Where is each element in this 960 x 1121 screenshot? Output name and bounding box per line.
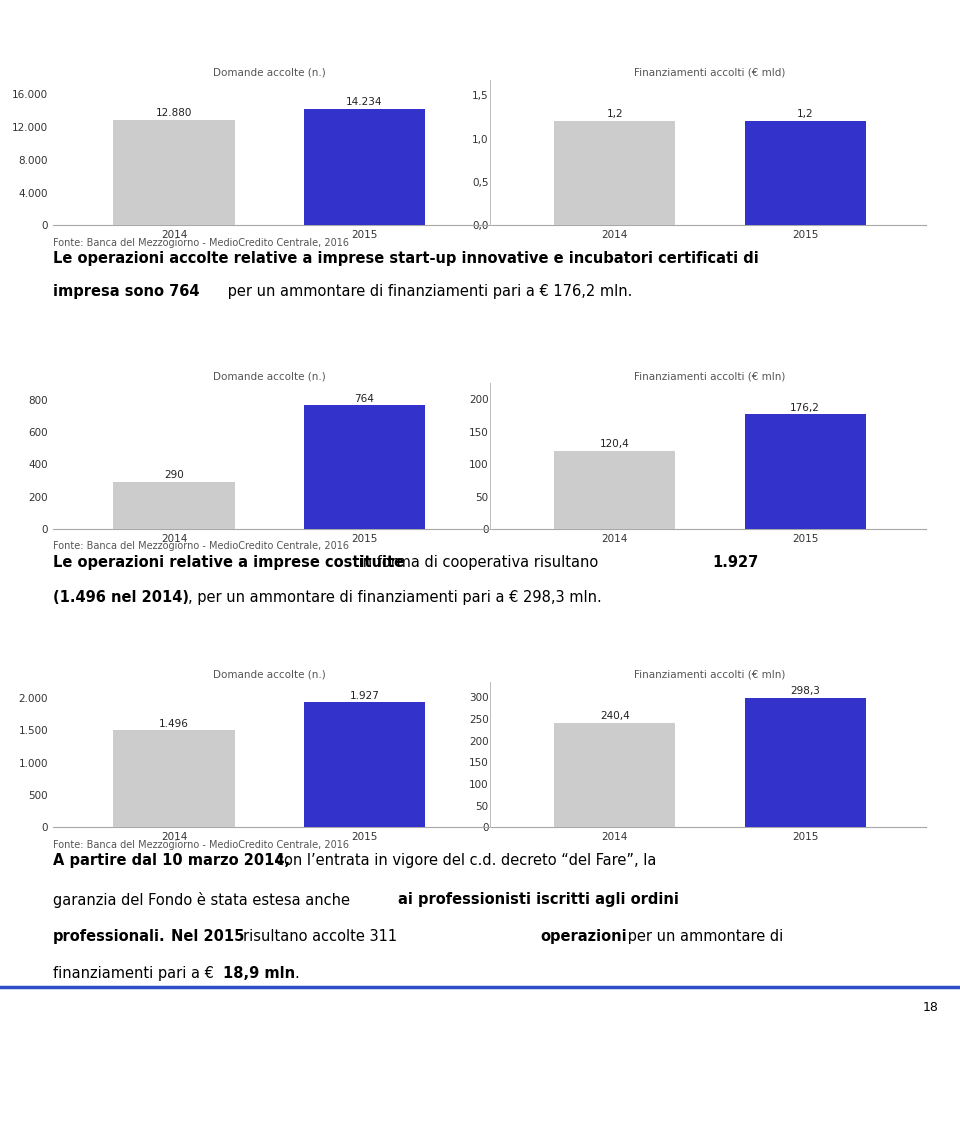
Text: risultano accolte 311: risultano accolte 311 xyxy=(243,928,402,944)
Bar xyxy=(745,121,866,225)
Text: Fonte: Banca del Mezzogiorno - MedioCredito Centrale, 2016: Fonte: Banca del Mezzogiorno - MedioCred… xyxy=(53,840,348,850)
Text: garanzia del Fondo è stata estesa anche: garanzia del Fondo è stata estesa anche xyxy=(53,891,354,908)
Text: Grafico 25 – Domande e finanziamenti accolti relative a imprese start up innovat: Grafico 25 – Domande e finanziamenti acc… xyxy=(61,337,743,360)
Text: 1,2: 1,2 xyxy=(607,110,623,120)
Text: A partire dal 10 marzo 2014,: A partire dal 10 marzo 2014, xyxy=(53,853,290,869)
Bar xyxy=(554,121,675,225)
Bar xyxy=(745,415,866,529)
Text: per un ammontare di: per un ammontare di xyxy=(623,928,783,944)
Text: ai professionisti iscritti agli ordini: ai professionisti iscritti agli ordini xyxy=(397,891,679,907)
Text: in forma di cooperativa risultano: in forma di cooperativa risultano xyxy=(354,555,603,569)
Title: Finanziamenti accolti (€ mln): Finanziamenti accolti (€ mln) xyxy=(635,371,785,381)
Text: per un ammontare di finanziamenti pari a € 176,2 mln.: per un ammontare di finanziamenti pari a… xyxy=(223,284,633,298)
Text: Le operazioni relative a imprese costituite: Le operazioni relative a imprese costitu… xyxy=(53,555,404,569)
Text: .: . xyxy=(295,965,300,981)
Text: Nel 2015: Nel 2015 xyxy=(171,928,244,944)
Bar xyxy=(113,731,234,827)
Bar xyxy=(304,703,425,827)
Text: , per un ammontare di finanziamenti pari a € 298,3 mln.: , per un ammontare di finanziamenti pari… xyxy=(188,590,602,604)
Title: Domande accolte (n.): Domande accolte (n.) xyxy=(213,67,325,77)
Text: con l’entrata in vigore del c.d. decreto “del Fare”, la: con l’entrata in vigore del c.d. decreto… xyxy=(276,853,656,869)
Bar xyxy=(554,451,675,529)
Text: finanziamenti pari a €: finanziamenti pari a € xyxy=(53,965,218,981)
Bar xyxy=(554,723,675,827)
Text: Grafico 26 - Domande e finanziamenti accolti relative a imprese costituite in fo: Grafico 26 - Domande e finanziamenti acc… xyxy=(61,636,750,658)
Bar xyxy=(113,482,234,529)
Title: Finanziamenti accolti (€ mln): Finanziamenti accolti (€ mln) xyxy=(635,669,785,679)
Title: Domande accolte (n.): Domande accolte (n.) xyxy=(213,669,325,679)
Text: 14.234: 14.234 xyxy=(347,98,383,106)
Text: 1,2: 1,2 xyxy=(797,110,813,120)
Text: Fonte: Banca del Mezzogiorno - MedioCredito Centrale, 2016: Fonte: Banca del Mezzogiorno - MedioCred… xyxy=(53,541,348,552)
Text: 12.880: 12.880 xyxy=(156,108,192,118)
Text: Fonte: Banca del Mezzogiorno - MedioCredito Centrale, 2016: Fonte: Banca del Mezzogiorno - MedioCred… xyxy=(53,238,348,248)
Text: Grafico 24 – Domande e finanziamenti accolti relative a imprese start up, 1°genn: Grafico 24 – Domande e finanziamenti acc… xyxy=(61,34,709,56)
Text: 1.496: 1.496 xyxy=(159,719,189,729)
Bar xyxy=(745,698,866,827)
Text: 120,4: 120,4 xyxy=(600,439,630,450)
Text: 764: 764 xyxy=(354,393,374,404)
Title: Finanziamenti accolti (€ mld): Finanziamenti accolti (€ mld) xyxy=(635,67,785,77)
Text: 1.927: 1.927 xyxy=(349,691,379,701)
Title: Domande accolte (n.): Domande accolte (n.) xyxy=(213,371,325,381)
Text: professionali.: professionali. xyxy=(53,928,165,944)
Text: impresa sono 764: impresa sono 764 xyxy=(53,284,200,298)
Text: 290: 290 xyxy=(164,471,184,481)
Text: (1.496 nel 2014): (1.496 nel 2014) xyxy=(53,590,189,604)
Text: 1.927: 1.927 xyxy=(712,555,758,569)
Bar xyxy=(304,109,425,225)
Text: 18: 18 xyxy=(923,1001,939,1015)
Text: 176,2: 176,2 xyxy=(790,402,820,413)
Text: 298,3: 298,3 xyxy=(790,686,820,696)
Bar xyxy=(113,120,234,225)
Text: 240,4: 240,4 xyxy=(600,712,630,721)
Text: Le operazioni accolte relative a imprese start-up innovative e incubatori certif: Le operazioni accolte relative a imprese… xyxy=(53,251,758,267)
Text: 18,9 mln: 18,9 mln xyxy=(223,965,296,981)
Text: operazioni: operazioni xyxy=(540,928,627,944)
Bar xyxy=(304,406,425,529)
